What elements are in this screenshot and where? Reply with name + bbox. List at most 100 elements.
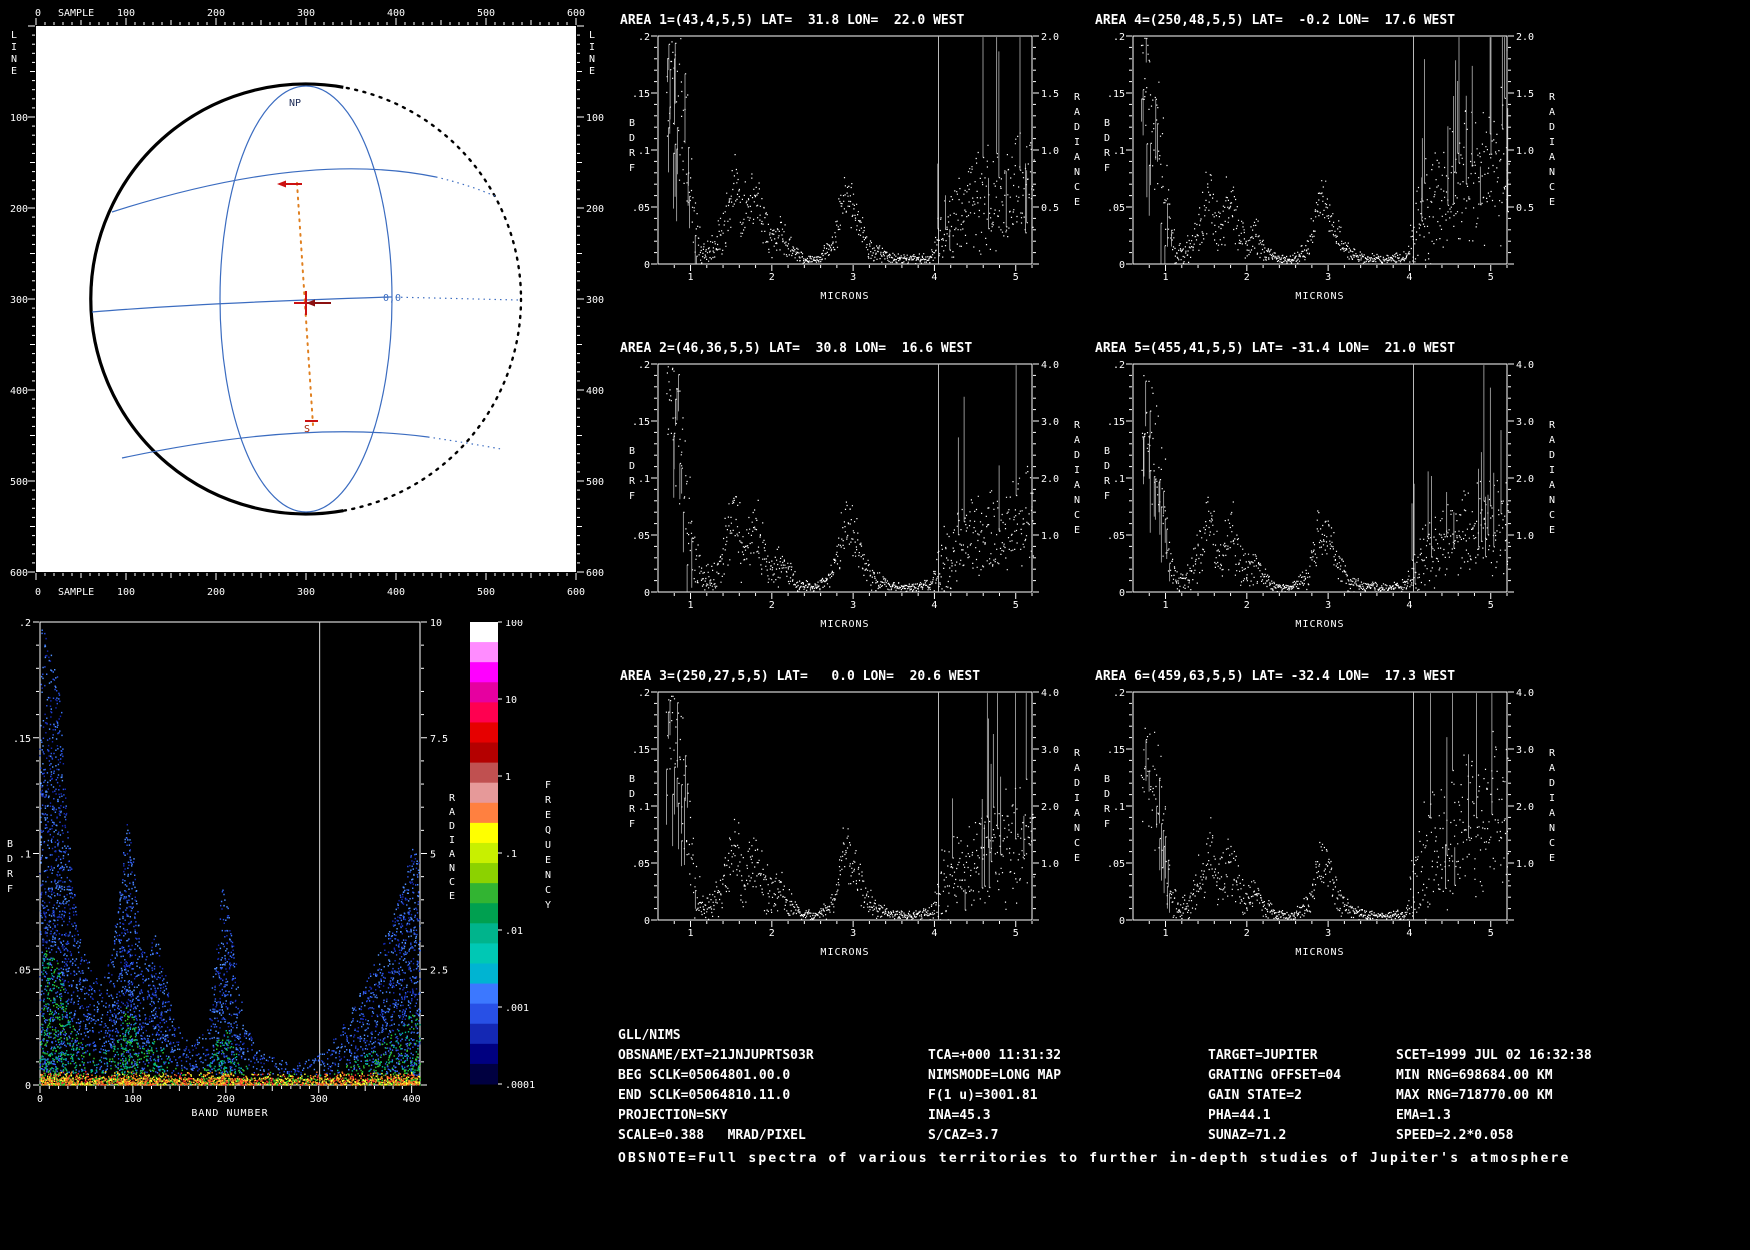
limb-solid <box>89 82 344 516</box>
svg-text:0: 0 <box>25 1081 31 1092</box>
svg-text:1.0: 1.0 <box>1516 859 1534 870</box>
svg-text:300: 300 <box>586 295 604 306</box>
svg-text:L: L <box>589 30 595 41</box>
svg-text:U: U <box>545 840 551 851</box>
svg-text:0: 0 <box>1119 260 1125 271</box>
svg-text:4: 4 <box>1406 272 1412 283</box>
info-field: END SCLK=05064810.11.0 <box>618 1088 791 1103</box>
svg-text:3.0: 3.0 <box>1516 745 1534 756</box>
svg-text:.2: .2 <box>1113 360 1125 371</box>
south-label: S <box>304 424 310 435</box>
svg-text:R: R <box>1549 92 1556 103</box>
spectrum-dots <box>1140 37 1510 265</box>
np-label: NP <box>289 98 301 109</box>
area-title: AREA 4=(250,48,5,5) LAT= -0.2 LON= 17.6 … <box>1095 13 1455 28</box>
svg-text:R: R <box>1104 148 1111 159</box>
svg-text:F: F <box>1104 491 1110 502</box>
svg-text:.05: .05 <box>632 859 650 870</box>
svg-text:100: 100 <box>124 1094 142 1105</box>
svg-text:3: 3 <box>1325 600 1331 611</box>
svg-text:C: C <box>545 885 551 896</box>
svg-text:4.0: 4.0 <box>1516 360 1534 371</box>
area-panel-3: AREA 2=(46,36,5,5) LAT= 30.8 LON= 16.6 W… <box>620 336 1090 666</box>
svg-text:E: E <box>589 66 595 77</box>
svg-text:.1: .1 <box>1113 146 1125 157</box>
svg-text:2: 2 <box>1244 272 1250 283</box>
svg-text:2: 2 <box>1244 928 1250 939</box>
info-field: SCET=1999 JUL 02 16:32:38 <box>1396 1048 1592 1063</box>
svg-text:1: 1 <box>1163 928 1169 939</box>
svg-text:A: A <box>1074 152 1080 163</box>
svg-text:R: R <box>1549 420 1556 431</box>
svg-text:E: E <box>1549 853 1555 864</box>
svg-text:5: 5 <box>1488 272 1494 283</box>
svg-text:4: 4 <box>931 928 937 939</box>
spectrum-spikes <box>1143 365 1502 584</box>
svg-text:2.0: 2.0 <box>1516 32 1534 43</box>
info-row: END SCLK=05064810.11.0 F(1 u)=3001.81 GAIN… <box>618 1086 1748 1106</box>
svg-text:0: 0 <box>37 1094 43 1105</box>
latitude-line <box>111 168 437 213</box>
svg-text:400: 400 <box>586 386 604 397</box>
svg-text:0: 0 <box>1119 916 1125 927</box>
svg-text:300: 300 <box>297 8 315 19</box>
svg-text:500: 500 <box>477 587 495 598</box>
svg-text:3: 3 <box>850 928 856 939</box>
area-panel-2: AREA 4=(250,48,5,5) LAT= -0.2 LON= 17.6 … <box>1095 8 1565 338</box>
svg-text:A: A <box>1074 808 1080 819</box>
svg-text:N: N <box>1074 167 1080 178</box>
spectrum-dots <box>1140 727 1510 921</box>
latitude-line <box>121 431 429 459</box>
svg-text:.1: .1 <box>1113 802 1125 813</box>
svg-text:1.0: 1.0 <box>1041 146 1059 157</box>
svg-text:Q: Q <box>545 825 551 836</box>
spectrum-frame <box>1132 35 1508 265</box>
svg-text:1.5: 1.5 <box>1516 89 1534 100</box>
svg-text:F: F <box>629 491 635 502</box>
area-panel-1: AREA 1=(43,4,5,5) LAT= 31.8 LON= 22.0 WE… <box>620 8 1090 338</box>
meridian-line <box>219 85 393 513</box>
svg-text:4.0: 4.0 <box>1041 688 1059 699</box>
svg-text:2.0: 2.0 <box>1516 474 1534 485</box>
info-field: OBSNAME/EXT=21JNJUPRTS03R <box>618 1048 814 1063</box>
svg-text:N: N <box>1074 495 1080 506</box>
info-field: SPEED=2.2*0.058 <box>1396 1128 1514 1143</box>
svg-text:3: 3 <box>1325 272 1331 283</box>
svg-text:E: E <box>1549 525 1555 536</box>
svg-text:3.0: 3.0 <box>1041 417 1059 428</box>
svg-text:5: 5 <box>430 850 436 861</box>
svg-text:C: C <box>1549 182 1555 193</box>
obsnote: OBSNOTE=Full spectra of various territor… <box>618 1151 1571 1166</box>
svg-text:R: R <box>629 148 636 159</box>
svg-text:.15: .15 <box>1107 89 1125 100</box>
svg-text:B: B <box>7 839 13 850</box>
area-title: AREA 1=(43,4,5,5) LAT= 31.8 LON= 22.0 WE… <box>620 13 965 28</box>
spectrum-spikes <box>667 37 1028 264</box>
svg-text:.1: .1 <box>1113 474 1125 485</box>
svg-text:.2: .2 <box>19 618 31 629</box>
svg-text:2: 2 <box>769 928 775 939</box>
svg-text:E: E <box>545 855 551 866</box>
svg-text:.15: .15 <box>632 417 650 428</box>
svg-text:D: D <box>1074 122 1080 133</box>
svg-text:I: I <box>1074 137 1080 148</box>
info-field: PROJECTION=SKY <box>618 1108 728 1123</box>
svg-text:D: D <box>1549 450 1555 461</box>
bdrf-histogram: 0 100 200 300 400 BAND NUMBER 0.05.1.15.2 B D R F 2… <box>0 615 560 1250</box>
svg-text:600: 600 <box>567 587 585 598</box>
svg-text:R: R <box>1104 476 1111 487</box>
svg-text:0.5: 0.5 <box>1516 203 1534 214</box>
svg-text:I: I <box>1074 793 1080 804</box>
svg-text:MICRONS: MICRONS <box>1295 291 1344 302</box>
svg-text:0: 0 <box>35 587 41 598</box>
info-field: TCA=+000 11:31:32 <box>928 1048 1062 1063</box>
svg-text:1: 1 <box>1163 272 1169 283</box>
svg-text:.2: .2 <box>638 688 650 699</box>
area-title: AREA 5=(455,41,5,5) LAT= -31.4 LON= 21.0… <box>1095 341 1455 356</box>
svg-text:3: 3 <box>850 272 856 283</box>
svg-text:F: F <box>545 780 551 791</box>
svg-text:.001: .001 <box>505 1003 529 1014</box>
svg-text:5: 5 <box>1488 928 1494 939</box>
area-panel-4: AREA 5=(455,41,5,5) LAT= -31.4 LON= 21.0… <box>1095 336 1565 666</box>
svg-text:MICRONS: MICRONS <box>1295 947 1344 958</box>
